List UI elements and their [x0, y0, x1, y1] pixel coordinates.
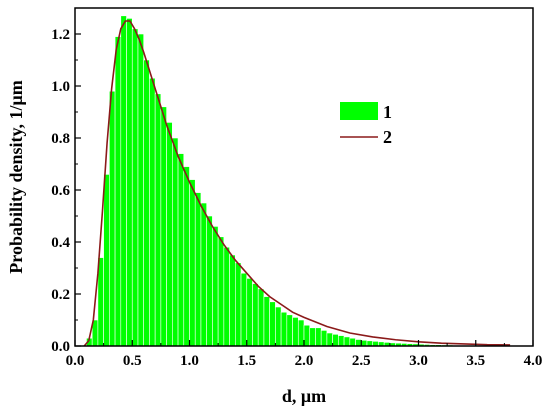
histogram-bar: [252, 283, 259, 347]
legend: 1 2: [340, 102, 392, 147]
x-tick-label: 1.5: [237, 353, 256, 369]
histogram-bar: [189, 179, 196, 347]
y-axis-title: Probability density, 1/μm: [6, 80, 26, 273]
y-tick-label: 0.0: [51, 339, 70, 355]
histogram-bar: [292, 317, 299, 347]
legend-label-2: 2: [383, 127, 392, 147]
y-tick-label: 0.2: [51, 287, 70, 303]
histogram-bar: [126, 18, 133, 347]
histogram-bar: [137, 33, 145, 347]
x-axis-title: d, μm: [282, 386, 326, 406]
histogram-bar: [154, 93, 162, 347]
histogram-bar: [223, 246, 230, 347]
y-tick-label: 0.4: [51, 235, 70, 251]
histogram-bar: [257, 288, 265, 347]
histogram-bar: [120, 15, 127, 347]
histogram-bar: [229, 254, 236, 347]
histogram-bar: [177, 153, 185, 347]
x-tick-label: 0.5: [123, 353, 142, 369]
y-tick-label: 0.8: [51, 131, 70, 147]
histogram-bar: [349, 337, 356, 347]
histogram-bar: [332, 333, 339, 347]
y-tick-label: 0.6: [51, 183, 70, 199]
x-tick-label: 3.5: [466, 353, 485, 369]
histogram-bar: [303, 324, 311, 347]
histogram-bar: [160, 106, 167, 347]
histogram-bar: [297, 319, 305, 347]
histogram-bar: [275, 306, 282, 347]
histogram-bar: [263, 296, 270, 347]
histogram-bar: [109, 90, 116, 347]
histogram-bar: [114, 36, 122, 347]
x-tick-label: 4.0: [524, 353, 543, 369]
histogram-bar: [355, 339, 362, 347]
histogram-bar: [360, 339, 368, 347]
histogram-bar: [366, 340, 374, 347]
x-tick-label: 2.5: [352, 353, 371, 369]
y-axis-ticks: 0.0 0.2 0.4 0.6 0.8 1.0 1.2: [51, 7, 81, 355]
histogram-bar: [320, 330, 328, 347]
histogram-bar: [315, 327, 322, 347]
histogram-bar: [166, 122, 173, 347]
histogram-bar: [172, 137, 179, 347]
histogram-bar: [309, 327, 316, 347]
histogram-bar: [143, 59, 150, 347]
histogram-bar: [280, 311, 288, 347]
x-axis-ticks: 0.0 0.5 1.0 1.5 2.0 2.5 3.0 3.5 4.0: [66, 340, 543, 369]
x-tick-label: 3.0: [409, 353, 428, 369]
x-tick-label: 1.0: [180, 353, 199, 369]
histogram-bar: [212, 226, 219, 347]
histogram-bar: [269, 301, 276, 347]
histogram-bar: [338, 335, 345, 347]
x-tick-label: 2.0: [295, 353, 314, 369]
histogram-bar: [286, 314, 293, 347]
histogram-bar: [206, 215, 213, 347]
histogram-bar: [149, 77, 156, 347]
histogram-bar: [326, 332, 333, 347]
histogram-bar: [246, 278, 253, 347]
fit-curve-line: [83, 20, 511, 347]
histogram-bar: [200, 202, 207, 347]
histogram-bar: [343, 336, 351, 347]
histogram-bar: [183, 166, 190, 347]
legend-label-1: 1: [383, 102, 392, 122]
histogram-bar: [194, 192, 202, 347]
histogram-bar: [235, 262, 242, 347]
histogram-bar: [240, 272, 248, 347]
y-tick-label: 1.0: [51, 79, 70, 95]
histogram-bar: [217, 236, 225, 347]
x-tick-label: 0.0: [66, 353, 85, 369]
legend-swatch-bar: [340, 102, 378, 120]
histogram-bar: [131, 28, 139, 347]
histogram-bars: [86, 15, 511, 347]
y-tick-label: 1.2: [51, 27, 70, 43]
histogram-bar: [103, 174, 110, 347]
